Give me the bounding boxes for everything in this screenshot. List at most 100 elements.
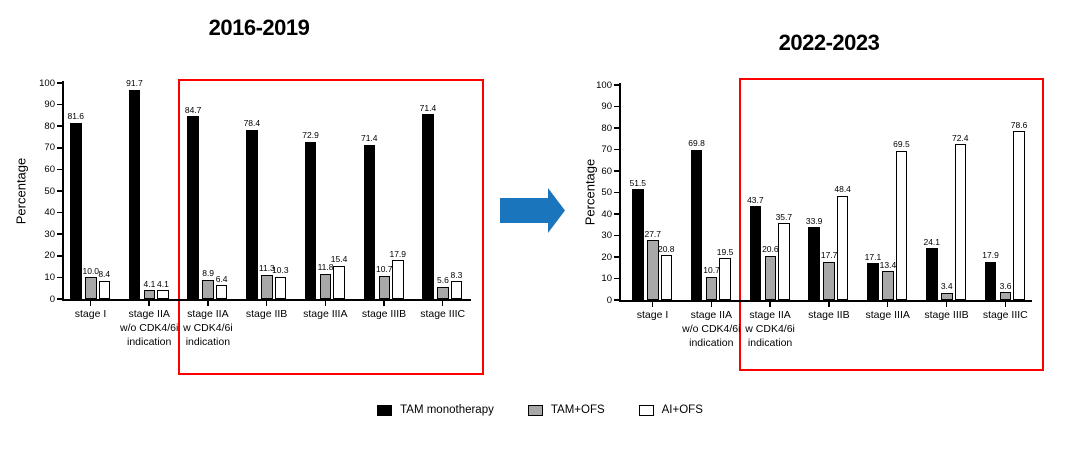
y-tick-30 [57,233,62,235]
bar-2022-2023-stage-i-tam-ofs [647,240,659,300]
x-tick-2022-2023-stage-iiia [886,302,889,307]
bar-2016-2019-stage-i-tam-ofs [85,277,97,299]
x-axis-2022-2023 [619,300,1032,302]
x-tick-2016-2019-stage-iiic [441,301,444,306]
y-tick-80 [614,127,619,129]
legend-label-ai-ofs: AI+OFS [661,404,703,416]
bar-value-label-2022-2023-stage-iiic-tam-monotherapy: 17.9 [982,250,999,260]
category-label-2022-2023-stage-i: stage I [636,309,669,321]
y-tick-20 [614,256,619,258]
right-arrow-icon [500,188,565,233]
y-tick-50 [57,190,62,192]
x-tick-2022-2023-stage-iia-w-o-cdk4-6i-indication [710,302,713,307]
bar-value-label-2016-2019-stage-iiib-ai-ofs: 17.9 [389,248,407,259]
y-tick-label-30: 30 [601,230,612,241]
bar-2022-2023-stage-iia-w-o-cdk4-6i-indication-tam-monotherapy [690,149,703,300]
y-tick-label-50: 50 [44,185,55,197]
y-tick-label-80: 80 [601,122,612,134]
bar-value-label-2022-2023-stage-iiib-tam-monotherapy: 24.1 [923,236,941,247]
x-tick-2016-2019-stage-i [89,301,92,306]
x-tick-2016-2019-stage-iib [265,301,268,306]
bar-2022-2023-stage-iia-w-o-cdk4-6i-indication-ai-ofs [719,258,731,300]
bar-value-label-2016-2019-stage-iia-w-o-cdk4-6i-indication-tam-ofs: 4.1 [143,278,156,289]
bar-value-label-2022-2023-stage-iia-w-cdk4-6i-indication-ai-ofs: 35.7 [775,211,793,222]
highlight-box-left [178,79,484,375]
y-tick-90 [614,105,619,108]
y-tick-100 [614,84,619,86]
bar-2022-2023-stage-iib-tam-monotherapy [808,227,820,300]
chart-title-2016-2019: 2016-2019 [208,15,310,40]
bar-value-label-2022-2023-stage-iiic-ai-ofs: 78.6 [1010,119,1028,130]
y-tick-label-90: 90 [601,101,612,112]
legend-swatch-tam-ofs [527,405,543,416]
bar-2016-2019-stage-iiic-tam-ofs [437,286,449,299]
legend-swatch-ai-ofs [638,405,654,416]
x-tick-2022-2023-stage-iib [828,302,830,307]
x-axis-2016-2019 [62,299,471,301]
bar-2016-2019-stage-iiic-ai-ofs [450,281,463,299]
bar-2016-2019-stage-iiia-tam-ofs [319,273,332,299]
category-label-2022-2023-stage-iia-w-o-cdk4-6i-indication: stage IIA w/o CDK4/6i indication [682,309,741,349]
bar-2016-2019-stage-iib-tam-monotherapy [246,129,258,299]
y-tick-label-10: 10 [44,271,55,283]
bar-2016-2019-stage-iiib-tam-ofs [378,275,390,299]
bar-value-label-2022-2023-stage-i-tam-monotherapy: 51.5 [629,177,647,188]
bar-value-label-2016-2019-stage-iib-tam-ofs: 11.3 [258,263,275,274]
y-tick-label-100: 100 [39,77,55,89]
bar-2022-2023-stage-iia-w-cdk4-6i-indication-ai-ofs [778,223,790,300]
y-tick-label-70: 70 [601,144,612,155]
bar-2016-2019-stage-iia-w-cdk4-6i-indication-ai-ofs [215,285,228,299]
bar-value-label-2022-2023-stage-iib-ai-ofs: 48.4 [834,184,851,195]
bar-value-label-2022-2023-stage-iia-w-o-cdk4-6i-indication-tam-monotherapy: 69.8 [688,138,705,149]
bar-2016-2019-stage-iib-ai-ofs [274,276,287,299]
bar-2016-2019-stage-iiia-tam-monotherapy [304,141,317,299]
bar-2016-2019-stage-iiic-tam-monotherapy [422,114,434,299]
category-label-2022-2023-stage-iiia: stage IIIA [865,309,910,321]
chart-title-2022-2023: 2022-2023 [778,30,880,55]
y-tick-40 [614,213,619,215]
legend-item-tam-ofs: TAM+OFS [527,404,605,417]
x-tick-2022-2023-stage-iiic [1004,302,1007,307]
legend-label-tam-ofs: TAM+OFS [550,404,605,416]
bar-2022-2023-stage-iiia-ai-ofs [895,150,908,300]
bar-value-label-2016-2019-stage-iiia-tam-monotherapy: 72.9 [302,130,319,141]
y-tick-label-50: 50 [601,187,612,198]
legend-label-tam-monotherapy: TAM monotherapy [400,404,494,416]
bar-2022-2023-stage-iia-w-cdk4-6i-indication-tam-monotherapy [749,206,762,300]
bar-2022-2023-stage-iia-w-cdk4-6i-indication-tam-ofs [764,255,777,300]
bar-2022-2023-stage-iiic-ai-ofs [1013,131,1025,300]
bar-2022-2023-stage-iiib-tam-ofs [941,292,953,300]
bar-value-label-2022-2023-stage-iiia-tam-ofs: 13.4 [879,259,897,270]
y-tick-label-10: 10 [601,273,612,284]
y-tick-label-80: 80 [44,120,55,132]
bar-2022-2023-stage-iiic-tam-monotherapy [984,261,997,300]
bar-value-label-2016-2019-stage-iiic-tam-monotherapy: 71.4 [419,102,437,113]
bar-2016-2019-stage-iia-w-cdk4-6i-indication-tam-ofs [202,279,214,299]
y-tick-90 [57,103,62,106]
bar-2022-2023-stage-iiia-tam-monotherapy [867,263,879,300]
x-tick-2016-2019-stage-iiib [383,301,385,306]
highlight-box-right [739,78,1044,371]
category-label-2016-2019-stage-iia-w-cdk4-6i-indication: stage IIA w CDK4/6i indication [183,308,233,348]
bar-2022-2023-stage-i-ai-ofs [660,255,672,300]
x-tick-2016-2019-stage-iiia [324,301,327,306]
bar-2016-2019-stage-iib-tam-ofs [261,274,273,299]
y-tick-label-0: 0 [49,293,55,305]
bar-value-label-2022-2023-stage-iia-w-cdk4-6i-indication-tam-monotherapy: 43.7 [747,194,764,205]
category-label-2016-2019-stage-iib: stage IIB [245,308,288,320]
bar-value-label-2022-2023-stage-iiia-ai-ofs: 69.5 [893,139,910,150]
bar-value-label-2016-2019-stage-i-tam-ofs: 10.0 [82,265,100,276]
y-tick-60 [614,170,619,172]
x-tick-2022-2023-stage-iia-w-cdk4-6i-indication [769,302,771,307]
y-tick-label-100: 100 [596,79,612,91]
y-tick-label-60: 60 [44,163,55,175]
x-tick-2022-2023-stage-iiib [945,302,948,307]
bar-2016-2019-stage-iia-w-cdk4-6i-indication-tam-monotherapy [187,116,199,299]
y-tick-20 [57,255,62,257]
bar-value-label-2016-2019-stage-iiib-tam-ofs: 10.7 [375,264,393,275]
bar-2022-2023-stage-i-tam-monotherapy [632,189,644,300]
category-label-2016-2019-stage-iiia: stage IIIA [303,308,348,320]
legend-item-ai-ofs: AI+OFS [638,404,703,417]
x-tick-2022-2023-stage-i [651,302,654,307]
bar-value-label-2022-2023-stage-iiia-tam-monotherapy: 17.1 [864,251,882,262]
